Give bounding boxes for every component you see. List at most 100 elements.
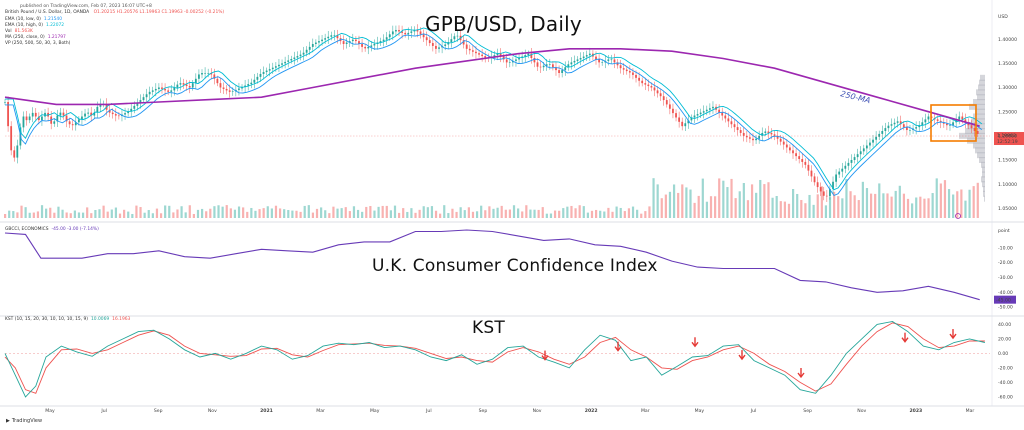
ema-low-line [5, 33, 983, 197]
volume-bar [40, 205, 44, 218]
volume-bar [849, 191, 852, 218]
candle-body [545, 64, 548, 66]
volume-bar [886, 193, 889, 218]
volume-bar [677, 192, 680, 218]
volume-bar [878, 183, 881, 218]
candle-body [672, 108, 674, 114]
candle-body [213, 74, 216, 79]
candle-body [841, 168, 844, 172]
profile-bar [979, 79, 985, 86]
volume-bar [636, 209, 639, 218]
candle-body [493, 55, 496, 57]
candle-body [924, 119, 927, 123]
volume-bar [184, 212, 187, 218]
candle-body [419, 31, 422, 35]
candle-body [548, 64, 551, 65]
ma-250-line [4, 48, 980, 127]
volume-bar [496, 207, 499, 218]
candle-body [77, 119, 80, 123]
candle-body [533, 58, 536, 63]
volume-bar [291, 210, 294, 218]
candle-body [601, 62, 604, 63]
candle-body [438, 47, 440, 49]
candle-body [878, 133, 881, 137]
volume-bar [586, 212, 589, 218]
volume-bar [344, 207, 347, 218]
volume-bar [931, 193, 934, 218]
volume-bar [143, 212, 146, 218]
candle-body [887, 125, 890, 129]
candle-body [779, 138, 782, 142]
volume-bar [348, 211, 351, 218]
candle-body [333, 35, 336, 36]
volume-bar [356, 209, 360, 218]
volume-bar [188, 205, 191, 218]
volume-bar [943, 180, 947, 218]
candle-body [37, 116, 40, 121]
volume-bar [389, 210, 392, 218]
volume-bar [254, 210, 257, 218]
profile-bar [975, 147, 985, 154]
arrow-head [738, 354, 746, 361]
candle-body [632, 72, 634, 75]
candle-body [976, 131, 979, 134]
volume-bar [352, 206, 356, 218]
volume-bar [315, 208, 319, 218]
volume-bar [303, 205, 306, 218]
volume-bar [81, 212, 85, 218]
price-tick-label: 1.25000 [998, 109, 1017, 115]
candle-body [74, 122, 77, 126]
candle-body [847, 162, 850, 166]
candle-body [893, 122, 896, 125]
candle-body [524, 55, 527, 57]
arrow-head [949, 333, 957, 340]
volume-bar [960, 189, 963, 218]
cci-last-label: -45.00 [996, 297, 1011, 303]
candle-body [662, 96, 665, 101]
candle-body [484, 56, 487, 58]
volume-bar [541, 207, 544, 218]
profile-bar [980, 74, 985, 81]
volume-bar [463, 210, 466, 218]
price-axis-unit: USD [998, 14, 1008, 20]
candle-body [191, 83, 194, 88]
candle-body [431, 43, 434, 46]
down-arrow-icon [614, 341, 622, 352]
candle-body [416, 29, 419, 32]
volume-bar [237, 206, 241, 218]
candle-body [638, 77, 640, 81]
volume-bars [4, 178, 979, 218]
volume-bar [164, 205, 167, 218]
volume-bar [106, 211, 109, 218]
volume-bar [488, 206, 491, 218]
footer-brand: TradingView [11, 418, 43, 424]
candle-body [176, 84, 179, 88]
candle-body [13, 150, 16, 158]
volume-bar [824, 205, 828, 218]
down-arrow-icon [949, 329, 957, 340]
candle-body [730, 121, 733, 125]
candle-body [148, 91, 151, 95]
candle-body [28, 116, 31, 121]
legend-symbol: British Pound / U.S. Dollar, 1D, OANDA [5, 10, 90, 15]
profile-bar [977, 152, 985, 159]
candle-body [555, 67, 557, 71]
candle-body [34, 112, 37, 117]
candle-body [299, 54, 302, 57]
volume-bar [861, 181, 864, 218]
volume-bar [570, 205, 573, 218]
candle-body [585, 55, 588, 57]
volume-bar [278, 208, 282, 218]
volume-bar [820, 186, 823, 218]
candle-body [308, 46, 311, 50]
candle-body [382, 39, 385, 42]
candle-body [964, 119, 967, 123]
volume-bar [935, 178, 938, 218]
candle-body [278, 64, 280, 67]
volume-bar [176, 209, 179, 218]
volume-bar [869, 193, 873, 218]
candle-body [622, 68, 625, 70]
countdown-label: 12:52:19 [997, 139, 1018, 145]
candle-body [462, 40, 465, 45]
